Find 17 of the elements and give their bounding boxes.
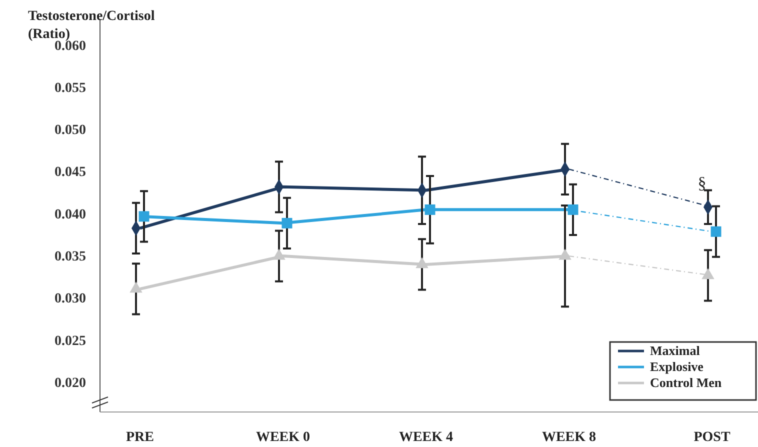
- y-tick-label: 0.040: [54, 207, 86, 222]
- legend-label: Control Men: [650, 375, 722, 390]
- x-tick-label: WEEK 4: [398, 430, 454, 445]
- y-tick-label: 0.030: [54, 292, 86, 307]
- y-tick-label: 0.055: [54, 80, 86, 96]
- y-tick-label: 0.045: [54, 165, 86, 180]
- x-tick-label: WEEK 0: [256, 430, 310, 445]
- y-tick-label: 0.025: [54, 334, 86, 349]
- x-tick-label: WEEK 8: [542, 430, 596, 445]
- x-tick-label: POST: [694, 430, 731, 445]
- annotation: §: [698, 173, 706, 192]
- legend-label: Explosive: [650, 359, 704, 374]
- y-tick-label: 0.020: [54, 376, 86, 391]
- x-tick-label: PRE: [126, 430, 154, 445]
- legend-label: Maximal: [650, 343, 700, 358]
- y-tick-label: 0.035: [54, 250, 86, 265]
- y-tick-label: 0.050: [54, 123, 86, 138]
